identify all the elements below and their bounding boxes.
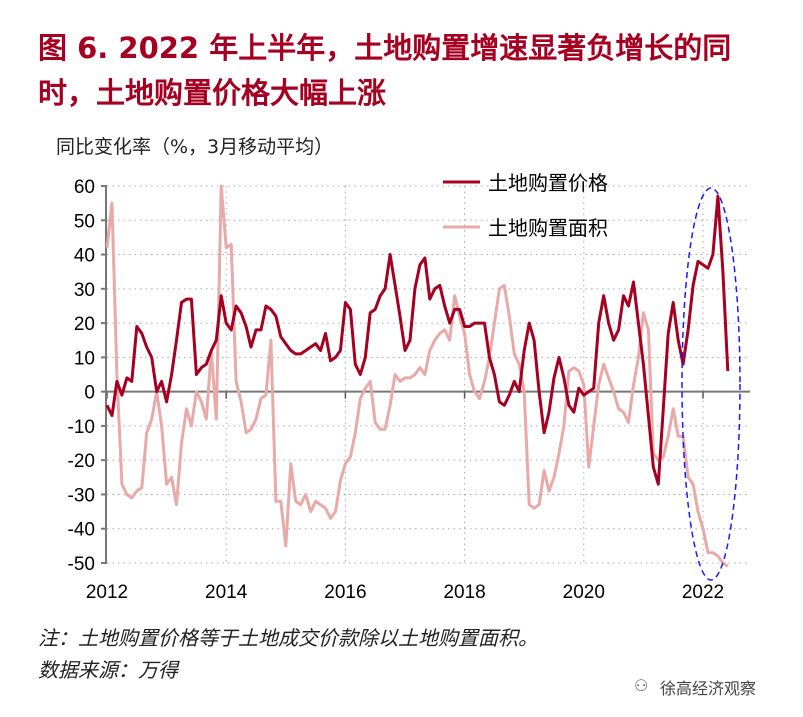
y-tick-label: 0 — [84, 383, 95, 404]
x-tick-label: 2012 — [86, 582, 128, 603]
y-tick-label: 40 — [74, 246, 95, 267]
y-axis-unit-label: 同比变化率（%，3月移动平均） — [56, 136, 334, 158]
y-tick-label: -50 — [68, 554, 95, 575]
y-tick-label: 50 — [74, 211, 95, 232]
footnote: 注：土地购置价格等于土地成交价款除以土地购置面积。 — [38, 626, 538, 650]
series-line-area — [105, 184, 729, 568]
chart-title: 图 6. 2022 年上半年，土地购置增速显著负增长的同时，土地购置价格大幅上涨 — [38, 31, 732, 110]
legend-label: 土地购置价格 — [488, 171, 608, 195]
y-tick-label: 30 — [74, 280, 95, 301]
y-tick-label: 20 — [74, 314, 95, 335]
x-tick-label: 2016 — [324, 582, 366, 603]
series-line-price — [105, 194, 730, 486]
y-tick-label: -10 — [68, 417, 95, 438]
y-tick-label: -20 — [68, 451, 95, 472]
x-tick-label: 2022 — [682, 582, 724, 603]
y-tick-label: 60 — [74, 177, 95, 198]
x-tick-label: 2014 — [205, 582, 248, 603]
wechat-icon: ⚇ — [634, 676, 649, 695]
x-tick-label: 2018 — [443, 582, 485, 603]
y-tick-label: 10 — [74, 348, 95, 369]
highlight-ellipse — [681, 187, 741, 581]
y-tick-label: -40 — [68, 520, 95, 541]
source-note: 数据来源：万得 — [38, 658, 178, 682]
x-tick-label: 2020 — [563, 582, 605, 603]
watermark: 徐高经济观察 — [660, 679, 757, 698]
y-tick-label: -30 — [68, 485, 95, 506]
legend-label: 土地购置面积 — [488, 216, 608, 240]
